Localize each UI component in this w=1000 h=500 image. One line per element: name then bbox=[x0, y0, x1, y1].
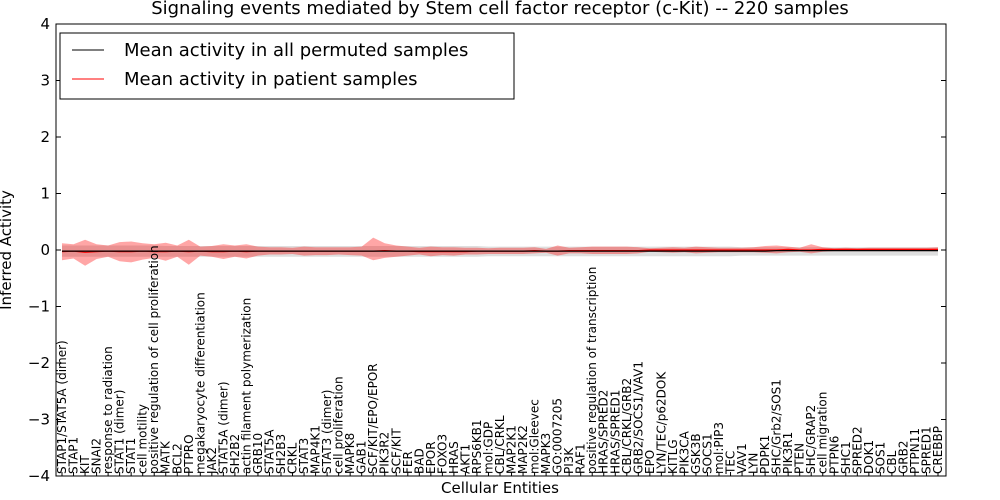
entity-label: AKT1 bbox=[458, 444, 472, 474]
entity-label: BAD bbox=[412, 448, 426, 474]
entity-label: SHC1 bbox=[839, 441, 853, 474]
entity-label: DOK1 bbox=[862, 440, 876, 474]
entity-label: CRKL bbox=[286, 442, 300, 474]
entity-label: CBL/CRKL/GRB2 bbox=[620, 378, 634, 474]
entity-label: SH2B3 bbox=[274, 434, 288, 474]
entity-label: SPRED2 bbox=[850, 426, 864, 474]
x-axis-label: Cellular Entities bbox=[441, 479, 559, 497]
entity-label: GRB2 bbox=[896, 440, 910, 474]
entity-label: SHC/Grb2/SOS1 bbox=[770, 379, 784, 474]
y-axis: −4 −3 −2 −1 0 1 2 3 4 bbox=[28, 15, 946, 485]
entity-label: SH2B2 bbox=[228, 434, 242, 474]
entity-label: megakaryocyte differentiation bbox=[193, 292, 207, 474]
entity-label: SOCS1 bbox=[700, 433, 714, 474]
entity-label: KIT bbox=[78, 455, 92, 474]
entity-label: LYN/TEC/p62DOK bbox=[654, 371, 668, 474]
entity-label: MAP4K1 bbox=[309, 425, 323, 474]
entity-label: STAT5A (dimer) bbox=[216, 381, 230, 474]
entity-label: PTPN11 bbox=[908, 428, 922, 474]
legend-permuted-label: Mean activity in all permuted samples bbox=[124, 40, 468, 61]
entity-label: GRB2/SOCS1/VAV1 bbox=[631, 361, 645, 474]
entity-label: SCF/KIT/EPO/EPOR bbox=[366, 363, 380, 474]
entity-label: SNAI2 bbox=[90, 438, 104, 474]
lines-layer bbox=[61, 248, 938, 253]
entity-label: STAT3 (dimer) bbox=[320, 390, 334, 474]
entity-label: EPO bbox=[643, 450, 657, 474]
entity-label: STAT3 bbox=[297, 438, 311, 474]
entity-label: PIK3R1 bbox=[781, 432, 795, 474]
entity-label: GSK3B bbox=[689, 433, 703, 474]
entity-label: JAK2 bbox=[205, 447, 219, 475]
entity-label: CBL bbox=[885, 450, 899, 474]
entity-label: PTPRO bbox=[182, 434, 196, 474]
entity-label: positive regulation of transcription bbox=[585, 267, 599, 474]
entity-label: RPS6KB1 bbox=[470, 419, 484, 474]
entity-label: PIK3CA bbox=[677, 430, 691, 474]
entity-label: PI3K bbox=[562, 447, 576, 474]
entity-label: SOS1 bbox=[873, 442, 887, 474]
entity-label: LYN bbox=[747, 453, 761, 474]
entity-label: CREBBP bbox=[931, 426, 945, 474]
legend-frame bbox=[59, 32, 515, 100]
entity-label: mol:PIP3 bbox=[712, 422, 726, 474]
entity-label: SHC/GRAP2 bbox=[804, 405, 818, 474]
entity-label: HRAS/SPRED2 bbox=[597, 390, 611, 474]
entity-label: actin filament polymerization bbox=[239, 298, 253, 474]
entity-label: PTEN bbox=[793, 443, 807, 474]
entity-label: STAP1/STAT5A (dimer) bbox=[55, 340, 69, 474]
entity-label: SPRED1 bbox=[919, 426, 933, 474]
y-tick-label: 2 bbox=[40, 128, 50, 146]
y-tick-label: 4 bbox=[40, 15, 50, 33]
entity-label: FER bbox=[401, 451, 415, 474]
entity-label: mol:GDP bbox=[481, 422, 495, 474]
entity-label: cell migration bbox=[816, 392, 830, 474]
y-tick-label: −1 bbox=[28, 298, 50, 316]
entity-label: GRB10 bbox=[251, 433, 265, 474]
y-tick-label: 0 bbox=[40, 241, 50, 259]
permuted-mean-line bbox=[62, 250, 938, 252]
y-axis-label: Inferred Activity bbox=[0, 190, 15, 310]
entity-label: EPOR bbox=[424, 441, 438, 474]
entity-label: MAP2K2 bbox=[516, 425, 530, 474]
entity-label: GAB1 bbox=[355, 441, 369, 474]
entity-label: mol:Gleevec bbox=[528, 399, 542, 474]
entity-label: FOXO3 bbox=[435, 434, 449, 474]
entity-label: MAPK8 bbox=[343, 433, 357, 474]
entity-label: CBL/CRKL bbox=[493, 415, 507, 474]
entity-label: HRAS/SPRED1 bbox=[608, 390, 622, 474]
entity-label: cell motility bbox=[136, 404, 150, 474]
entity-label: positive regulation of cell proliferatio… bbox=[147, 245, 161, 474]
entity-label: MAPK3 bbox=[539, 433, 553, 474]
entity-label: response to radiation bbox=[101, 346, 115, 474]
y-tick-label: 3 bbox=[40, 72, 50, 90]
entity-label: STAP1 bbox=[67, 437, 81, 474]
entity-label: PDPK1 bbox=[758, 435, 772, 474]
entity-label: PIK3R2 bbox=[378, 432, 392, 474]
y-tick-label: −2 bbox=[28, 354, 50, 372]
y-tick-label: −3 bbox=[28, 411, 50, 429]
legend-patient-label: Mean activity in patient samples bbox=[124, 69, 418, 90]
entity-label: STAT1 (dimer) bbox=[113, 390, 127, 474]
entity-label: KITLG bbox=[666, 439, 680, 474]
entity-label: VAV1 bbox=[735, 443, 749, 474]
entity-label: cell proliferation bbox=[332, 376, 346, 474]
entity-label: RAF1 bbox=[574, 443, 588, 474]
entity-label: PTPN6 bbox=[827, 436, 841, 474]
x-axis: STAP1/STAT5A (dimer)STAP1KITSNAI2respons… bbox=[55, 245, 945, 476]
entity-label: STAT5A bbox=[262, 429, 276, 474]
entity-label: GO:0007205 bbox=[551, 398, 565, 474]
y-tick-label: −4 bbox=[28, 467, 50, 485]
entity-label: BCL2 bbox=[170, 443, 184, 474]
entity-label: TEC bbox=[724, 451, 738, 475]
plot-area bbox=[61, 237, 938, 266]
entity-label: MAP2K1 bbox=[505, 425, 519, 474]
legend: Mean activity in all permuted samples Me… bbox=[59, 32, 515, 100]
entity-label: MATK bbox=[159, 440, 173, 474]
entity-label: SCF/KIT bbox=[389, 428, 403, 474]
entity-label: HRAS bbox=[447, 441, 461, 474]
chart-title: Signaling events mediated by Stem cell f… bbox=[151, 0, 849, 19]
entity-label: STAT1 bbox=[124, 438, 138, 474]
y-tick-label: 1 bbox=[40, 185, 50, 203]
